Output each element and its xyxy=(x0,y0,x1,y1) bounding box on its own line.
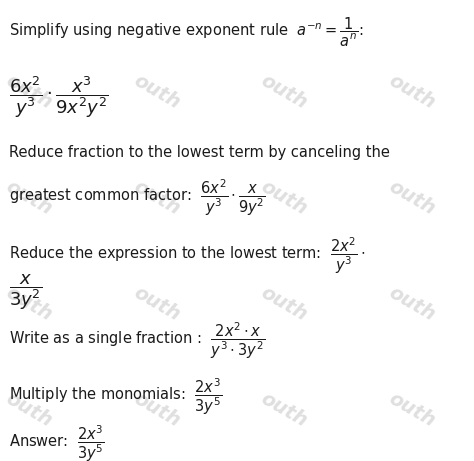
Text: outh: outh xyxy=(386,177,439,219)
Text: Write as a single fraction :  $\dfrac{2x^2\cdot x}{y^3\cdot 3y^2}$: Write as a single fraction : $\dfrac{2x^… xyxy=(9,320,265,361)
Text: Answer:  $\dfrac{2x^3}{3y^5}$: Answer: $\dfrac{2x^3}{3y^5}$ xyxy=(9,423,105,461)
Text: Reduce fraction to the lowest term by canceling the: Reduce fraction to the lowest term by ca… xyxy=(9,145,391,160)
Text: outh: outh xyxy=(258,71,311,113)
Text: outh: outh xyxy=(2,71,55,113)
Text: outh: outh xyxy=(130,390,183,431)
Text: outh: outh xyxy=(386,390,439,431)
Text: outh: outh xyxy=(2,390,55,431)
Text: outh: outh xyxy=(2,284,55,325)
Text: greatest common factor:  $\dfrac{6x^2}{y^3}\cdot\dfrac{x}{9y^2}$: greatest common factor: $\dfrac{6x^2}{y^… xyxy=(9,177,266,219)
Text: outh: outh xyxy=(258,390,311,431)
Text: outh: outh xyxy=(130,284,183,325)
Text: Reduce the expression to the lowest term:  $\dfrac{2x^2}{y^3}\cdot$: Reduce the expression to the lowest term… xyxy=(9,235,366,276)
Text: Simplify using negative exponent rule  $a^{-n}=\dfrac{1}{a^n}$:: Simplify using negative exponent rule $a… xyxy=(9,16,364,49)
Text: outh: outh xyxy=(258,177,311,219)
Text: outh: outh xyxy=(258,284,311,325)
Text: outh: outh xyxy=(386,284,439,325)
Text: $\dfrac{6x^2}{y^3}\cdot\dfrac{x^3}{9x^2y^2}$: $\dfrac{6x^2}{y^3}\cdot\dfrac{x^3}{9x^2y… xyxy=(9,74,109,119)
Text: Multiply the monomials:  $\dfrac{2x^3}{3y^5}$: Multiply the monomials: $\dfrac{2x^3}{3y… xyxy=(9,376,223,417)
Text: outh: outh xyxy=(2,177,55,219)
Text: outh: outh xyxy=(130,177,183,219)
Text: outh: outh xyxy=(386,71,439,113)
Text: $\dfrac{x}{3y^2}$: $\dfrac{x}{3y^2}$ xyxy=(9,272,43,312)
Text: outh: outh xyxy=(130,71,183,113)
